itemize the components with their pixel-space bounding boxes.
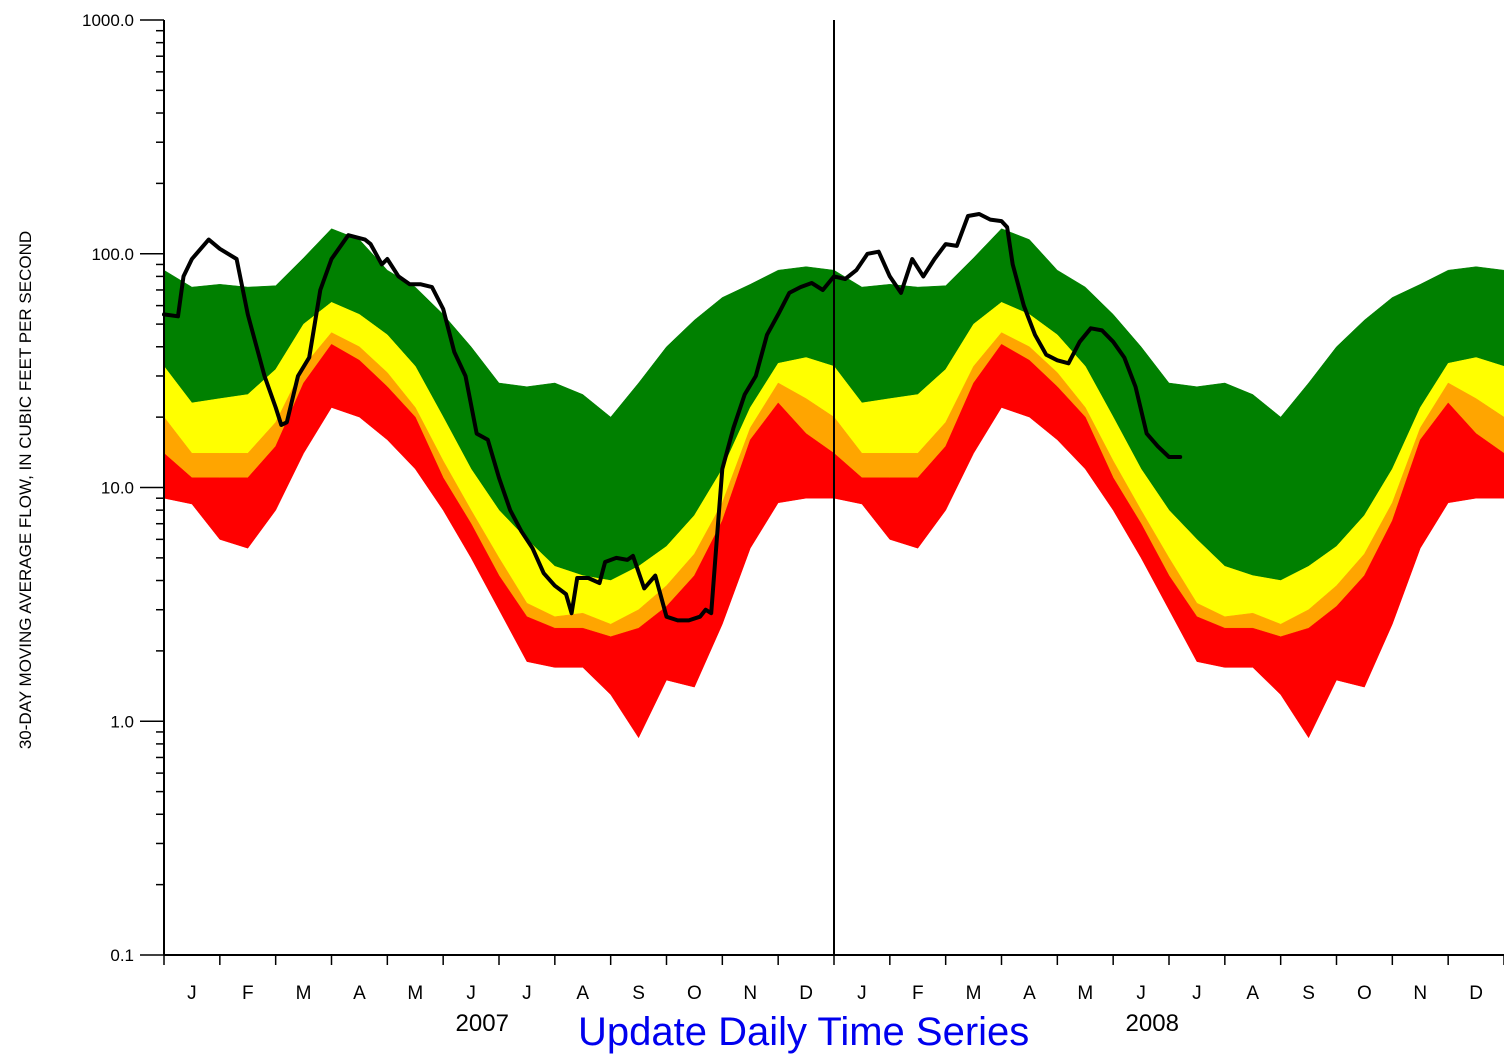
month-label: J [466,983,476,1004]
y-tick-label: 1.0 [110,712,134,731]
y-tick-label: 10.0 [101,479,134,498]
month-label: N [743,983,757,1004]
flow-series [162,212,1183,623]
month-label: F [912,983,924,1004]
band-red-year-2 [833,343,1504,739]
month-label: F [242,983,254,1004]
month-label: A [1246,983,1259,1004]
month-label: J [1136,983,1146,1004]
month-label: O [1357,983,1372,1004]
flow-line-0 [162,212,1183,623]
month-label: J [522,983,532,1004]
month-label: N [1413,983,1427,1004]
update-daily-time-series-link[interactable]: Update Daily Time Series [578,1010,1030,1054]
year-label: 2007 [456,1010,509,1036]
y-tick-label: 100.0 [91,245,134,264]
month-label: M [296,983,312,1004]
month-label: M [966,983,982,1004]
year-label: 2008 [1126,1010,1179,1036]
month-label: A [353,983,366,1004]
y-axis-label-text: 30-DAY MOVING AVERAGE FLOW, IN CUBIC FEE… [16,230,36,750]
month-label: J [857,983,867,1004]
month-label: A [576,983,589,1004]
month-label: J [187,983,197,1004]
axes: 1000.0 100.0 10.0 1.0 0.1 J F M A M J J A S O N D J F M A M J J… [82,11,1504,1036]
month-label: O [687,983,702,1004]
month-label: S [1302,983,1315,1004]
y-axis-label: 30-DAY MOVING AVERAGE FLOW, IN CUBIC FEE… [14,110,38,870]
month-label: M [407,983,423,1004]
month-label: M [1077,983,1093,1004]
y-tick-label: 0.1 [110,946,134,965]
month-label: D [1469,983,1483,1004]
month-label: J [1192,983,1202,1004]
y-tick-label: 1000.0 [82,11,134,30]
month-label: S [632,983,645,1004]
month-label: D [799,983,813,1004]
month-label: A [1023,983,1036,1004]
